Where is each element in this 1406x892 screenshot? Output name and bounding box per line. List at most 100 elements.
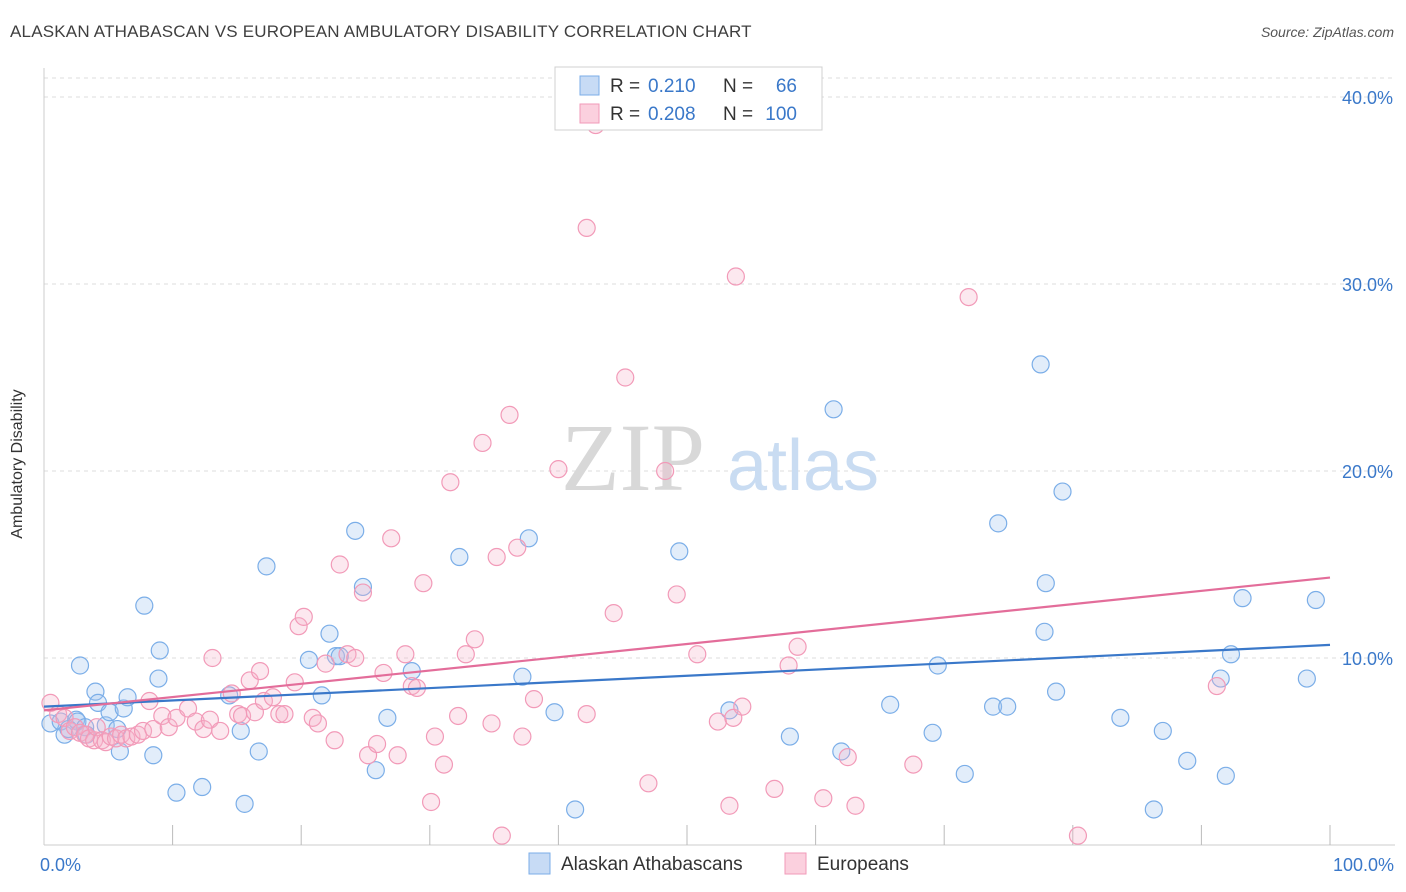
european-point-41 bbox=[289, 617, 308, 636]
athabascan-point-51 bbox=[955, 764, 974, 784]
series-legend: Alaskan Athabascans Europeans bbox=[528, 852, 909, 875]
legend-n-label-1: N = bbox=[723, 76, 753, 97]
legend-r-label-2: R = bbox=[610, 104, 640, 125]
european-point-38 bbox=[270, 704, 289, 724]
watermark-zip: ZIP bbox=[561, 404, 705, 511]
european-point-94 bbox=[838, 748, 857, 767]
european-point-49 bbox=[346, 648, 365, 668]
legend-r-label-1: R = bbox=[610, 76, 640, 97]
athabascan-point-52 bbox=[983, 697, 1003, 716]
athabascan-point-36 bbox=[378, 708, 397, 727]
athabascan-point-46 bbox=[824, 400, 843, 419]
legend-n-value-2: 100 bbox=[765, 104, 797, 125]
european-point-95 bbox=[846, 796, 865, 815]
european-point-68 bbox=[482, 714, 501, 733]
athabascan-point-67 bbox=[1233, 589, 1252, 608]
european-point-21 bbox=[153, 706, 172, 726]
athabascan-point-59 bbox=[1053, 482, 1072, 501]
european-point-71 bbox=[500, 405, 519, 424]
trend-lines bbox=[43, 576, 1331, 712]
tick-labels: 10.0% 20.0% 30.0% 40.0% 0.0% 100.0% bbox=[40, 88, 1394, 875]
european-point-29 bbox=[211, 721, 230, 741]
athabascan-point-62 bbox=[1153, 721, 1172, 741]
european-point-39 bbox=[275, 704, 294, 724]
european-point-42 bbox=[294, 607, 313, 626]
athabascan-trend-line bbox=[43, 643, 1331, 708]
series-legend-label-athabascan: Alaskan Athabascans bbox=[561, 854, 743, 875]
european-point-70 bbox=[492, 826, 511, 845]
european-point-63 bbox=[441, 473, 460, 492]
athabascan-point-39 bbox=[513, 667, 532, 686]
european-point-22 bbox=[159, 718, 178, 737]
european-trend-line bbox=[43, 576, 1331, 712]
athabascan-point-43 bbox=[670, 542, 689, 561]
watermark: ZIP atlas bbox=[561, 404, 879, 511]
chart-title: ALASKAN ATHABASCAN VS EUROPEAN AMBULATOR… bbox=[10, 22, 752, 41]
european-point-88 bbox=[726, 267, 745, 286]
european-point-97 bbox=[959, 287, 978, 307]
series-legend-label-european: Europeans bbox=[817, 854, 909, 875]
chart-source: Source: ZipAtlas.com bbox=[1260, 24, 1394, 40]
athabascan-point-53 bbox=[989, 514, 1008, 533]
athabascan-point-8 bbox=[70, 656, 90, 675]
athabascan-point-49 bbox=[923, 723, 942, 742]
european-point-76 bbox=[577, 704, 596, 724]
european-point-45 bbox=[316, 654, 335, 673]
athabascan-point-69 bbox=[1306, 590, 1325, 610]
athabascan-point-31 bbox=[326, 647, 346, 666]
x-tick-label-1: 100.0% bbox=[1333, 855, 1394, 875]
athabascan-point-27 bbox=[257, 557, 276, 576]
athabascan-point-50 bbox=[928, 656, 947, 675]
european-point-64 bbox=[448, 706, 468, 726]
athabascan-point-68 bbox=[1297, 669, 1316, 688]
legend-swatch-athabascan bbox=[579, 75, 600, 96]
european-point-77 bbox=[577, 218, 596, 237]
european-point-52 bbox=[367, 734, 387, 754]
european-point-73 bbox=[513, 727, 532, 746]
athabascan-point-25 bbox=[235, 794, 254, 813]
athabascan-point-48 bbox=[881, 695, 900, 714]
european-point-67 bbox=[473, 433, 492, 453]
european-point-89 bbox=[733, 697, 752, 716]
y-tick-label-2: 30.0% bbox=[1342, 275, 1393, 295]
european-point-59 bbox=[414, 574, 433, 593]
european-point-54 bbox=[382, 529, 401, 548]
european-point-74 bbox=[524, 690, 544, 709]
european-point-27 bbox=[200, 710, 219, 729]
european-point-86 bbox=[720, 796, 739, 815]
european-point-79 bbox=[604, 604, 623, 623]
european-point-69 bbox=[487, 547, 506, 567]
athabascan-point-61 bbox=[1144, 800, 1163, 819]
athabascan-point-56 bbox=[1035, 622, 1054, 641]
athabascan-point-20 bbox=[150, 641, 169, 660]
european-point-75 bbox=[549, 460, 568, 479]
european-point-90 bbox=[765, 779, 784, 799]
athabascan-point-17 bbox=[135, 596, 154, 615]
axes bbox=[43, 68, 1395, 846]
athabascan-point-65 bbox=[1216, 766, 1235, 785]
athabascan-point-35 bbox=[366, 761, 385, 780]
european-point-16 bbox=[122, 727, 141, 746]
y-tick-label-0: 10.0% bbox=[1342, 649, 1393, 669]
european-point-98 bbox=[1068, 826, 1088, 845]
athabascan-point-55 bbox=[1031, 355, 1050, 374]
athabascan-point-9 bbox=[86, 682, 105, 701]
european-point-66 bbox=[465, 630, 484, 649]
athabascan-point-29 bbox=[312, 686, 331, 705]
athabascan-point-18 bbox=[144, 746, 163, 765]
european-point-93 bbox=[814, 789, 833, 808]
athabascan-point-57 bbox=[1036, 574, 1055, 593]
athabascan-point-21 bbox=[167, 783, 186, 802]
european-point-85 bbox=[708, 712, 727, 731]
european-point-99 bbox=[1207, 676, 1226, 696]
legend-n-value-1: 66 bbox=[776, 76, 797, 97]
european-point-72 bbox=[508, 538, 527, 557]
data-points bbox=[41, 115, 1325, 845]
european-point-11 bbox=[96, 733, 115, 752]
european-point-30 bbox=[222, 684, 241, 703]
european-point-65 bbox=[456, 645, 475, 664]
athabascan-point-22 bbox=[193, 777, 212, 797]
european-point-82 bbox=[656, 461, 675, 481]
european-point-44 bbox=[308, 714, 328, 733]
